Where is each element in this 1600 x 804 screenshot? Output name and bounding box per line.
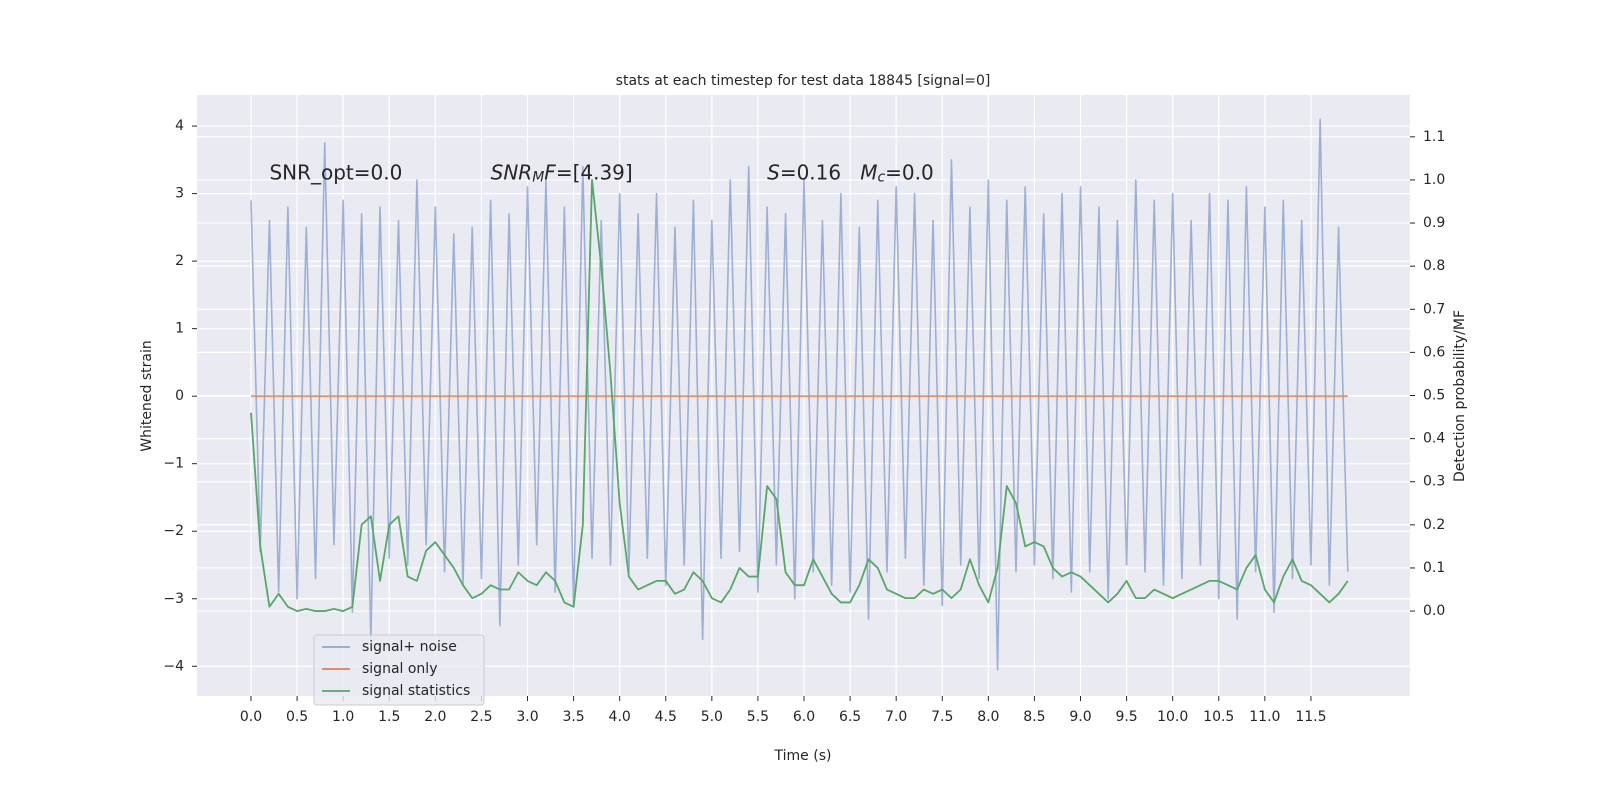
x-tick-label: 6.0 <box>793 709 815 725</box>
x-tick-label: 11.5 <box>1295 709 1326 725</box>
annotation: S=0.16 Mc=0.0 <box>767 160 934 185</box>
annotation-part: =0.0 <box>885 160 934 184</box>
y-tick-label: −1 <box>163 456 184 472</box>
x-tick-label: 10.0 <box>1157 709 1188 725</box>
x-tick-label: 9.5 <box>1115 709 1137 725</box>
x-tick-label: 8.5 <box>1023 709 1045 725</box>
legend: signal+ noise signal only signal statistic… <box>313 634 485 706</box>
annotation: SNRMF=[4.39] <box>491 160 633 185</box>
y2-tick-label: 0.3 <box>1423 474 1445 490</box>
x-tick-label: 1.5 <box>378 709 400 725</box>
x-tick-label: 7.5 <box>931 709 953 725</box>
x-tick-label: 2.0 <box>424 709 446 725</box>
x-tick-label: 0.5 <box>286 709 308 725</box>
y2-tick-label: 0.0 <box>1423 603 1445 619</box>
x-tick-label: 1.0 <box>332 709 354 725</box>
annotation-part: =0.16 <box>780 160 860 184</box>
series-line <box>250 118 1349 671</box>
x-tick-label: 0.0 <box>240 709 262 725</box>
x-tick-label: 11.0 <box>1249 709 1280 725</box>
y-axis-label: Whitened strain <box>139 340 155 451</box>
legend-label: signal statistics <box>362 683 470 699</box>
legend-label: signal only <box>362 661 437 677</box>
y-tick-label: 1 <box>175 321 184 337</box>
y2-tick-label: 0.9 <box>1423 215 1445 231</box>
x-tick-label: 6.5 <box>839 709 861 725</box>
annotation-part: S <box>767 160 780 184</box>
annotation-part: =[4.39] <box>556 160 633 184</box>
x-tick-label: 5.5 <box>747 709 769 725</box>
y-tick-label: −3 <box>163 591 184 607</box>
y-tick-label: 0 <box>175 388 184 404</box>
annotation: SNR_opt=0.0 <box>269 160 402 184</box>
annotation-part: F <box>544 160 556 184</box>
annotation-part: SNR <box>491 160 533 184</box>
annotation-part: M <box>532 169 544 185</box>
grid: 0.0 0.5 1.0 1.5 2.0 2.5 3.0 3.5 4.0 4.5 5.0 5.5 6.0 6… <box>163 95 1445 725</box>
legend-box <box>313 634 485 706</box>
x-tick-label: 9.0 <box>1069 709 1091 725</box>
y2-tick-label: 0.2 <box>1423 517 1445 533</box>
marks <box>250 118 1349 671</box>
y-tick-label: −2 <box>163 523 184 539</box>
y-tick-label: −4 <box>163 658 184 674</box>
x-tick-label: 2.5 <box>470 709 492 725</box>
x-tick-label: 7.0 <box>885 709 907 725</box>
y-tick-label: 4 <box>175 118 184 134</box>
y2-tick-label: 0.6 <box>1423 344 1445 360</box>
annotation-part: SNR_opt=0.0 <box>269 160 402 184</box>
chart-title: stats at each timestep for test data 188… <box>616 73 991 89</box>
annotations: SNR_opt=0.0 SNRMF=[4.39] S=0.16 Mc=0.0 <box>269 160 933 185</box>
x-axis-label: Time (s) <box>774 748 832 764</box>
y2-tick-label: 0.4 <box>1423 431 1445 447</box>
x-tick-label: 3.5 <box>562 709 584 725</box>
y2-tick-label: 0.1 <box>1423 560 1445 576</box>
x-tick-label: 8.0 <box>977 709 999 725</box>
y2-tick-label: 0.7 <box>1423 301 1445 317</box>
y-tick-label: 3 <box>175 186 184 202</box>
x-tick-label: 5.0 <box>701 709 723 725</box>
y2-tick-label: 1.1 <box>1423 129 1445 145</box>
y2-tick-label: 0.5 <box>1423 388 1445 404</box>
y2-tick-label: 1.0 <box>1423 172 1445 188</box>
y2-axis-label: Detection probability/MF <box>1452 310 1468 482</box>
x-tick-label: 4.5 <box>655 709 677 725</box>
x-tick-label: 10.5 <box>1203 709 1234 725</box>
annotation-part: M <box>860 160 877 184</box>
x-tick-label: 3.0 <box>516 709 538 725</box>
y-tick-label: 2 <box>175 253 184 269</box>
legend-label: signal+ noise <box>362 639 457 655</box>
y2-tick-label: 0.8 <box>1423 258 1445 274</box>
x-tick-label: 4.0 <box>609 709 631 725</box>
annotation-part: c <box>877 169 885 185</box>
series-line <box>250 179 1349 612</box>
